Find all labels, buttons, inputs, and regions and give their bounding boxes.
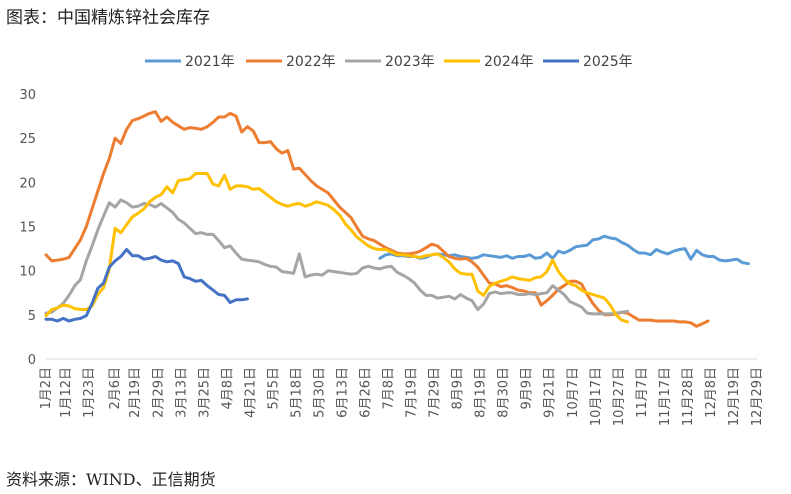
legend-label: 2024年 (484, 54, 534, 70)
x-tick-label: 4月21日 (243, 367, 258, 418)
x-tick-label: 11月28日 (681, 367, 696, 426)
y-tick-label: 0 (28, 353, 36, 368)
x-tick-label: 6月13日 (335, 367, 350, 418)
x-tick-label: 11月17日 (658, 367, 673, 426)
x-tick-label: 9月9日 (520, 367, 535, 410)
series-line-4 (44, 172, 629, 324)
x-tick-label: 10月7日 (566, 367, 581, 418)
x-tick-label: 8月9日 (451, 367, 466, 410)
x-tick-label: 3月13日 (174, 367, 189, 418)
series-line-5 (44, 248, 249, 323)
x-tick-label: 9月21日 (543, 367, 558, 418)
x-tick-label: 12月8日 (704, 367, 719, 418)
x-tick-label: 5月30日 (312, 367, 327, 418)
x-tick-label: 7月19日 (405, 367, 420, 418)
x-tick-label: 8月19日 (474, 367, 489, 418)
x-tick-label: 6月26日 (359, 367, 374, 418)
x-tick-label: 2月29日 (151, 367, 166, 418)
x-axis: 1月2日 1月12日 1月23日 2月6日 2月19日 2月29日 3月13日 3月25日 4月… (39, 358, 765, 426)
legend-label: 2025年 (583, 54, 633, 70)
series-line-1 (378, 234, 750, 266)
x-tick-label: 2月19日 (128, 367, 143, 418)
y-tick-label: 15 (19, 221, 36, 236)
series-line-3 (44, 198, 629, 316)
x-tick-label: 11月7日 (635, 367, 650, 418)
x-tick-label: 3月25日 (197, 367, 212, 418)
x-tick-label: 1月2日 (39, 367, 54, 410)
y-tick-label: 5 (28, 309, 36, 324)
y-tick-label: 25 (19, 132, 36, 147)
y-tick-label: 30 (19, 88, 36, 103)
figure-title: 图表：中国精炼锌社会库存 (6, 8, 210, 28)
y-axis: 0 5 10 15 20 25 30 (19, 88, 36, 368)
y-tick-label: 10 (19, 265, 36, 280)
source-note: 资料来源：WIND、正信期货 (6, 470, 216, 489)
x-tick-label: 4月8日 (220, 367, 235, 410)
x-tick-label: 8月30日 (497, 367, 512, 418)
series-line-2 (44, 110, 710, 328)
x-tick-label: 12月19日 (727, 367, 742, 426)
x-tick-label: 5月5日 (266, 367, 281, 410)
x-tick-label: 10月17日 (589, 367, 604, 426)
legend-label: 2022年 (286, 54, 336, 70)
x-tick-label: 1月23日 (82, 367, 97, 418)
x-tick-label: 7月8日 (382, 367, 397, 410)
legend: 2021年 2022年 2023年 2024年 2025年 (145, 54, 633, 70)
x-tick-label: 1月12日 (59, 367, 74, 418)
legend-label: 2021年 (185, 54, 235, 70)
plot-area (44, 110, 750, 328)
x-tick-label: 5月18日 (289, 367, 304, 418)
x-tick-label: 7月29日 (428, 367, 443, 418)
x-tick-label: 2月6日 (108, 367, 123, 410)
legend-label: 2023年 (385, 54, 435, 70)
x-tick-label: 10月27日 (612, 367, 627, 426)
x-tick-label: 12月29日 (750, 367, 765, 426)
y-tick-label: 20 (19, 176, 36, 191)
